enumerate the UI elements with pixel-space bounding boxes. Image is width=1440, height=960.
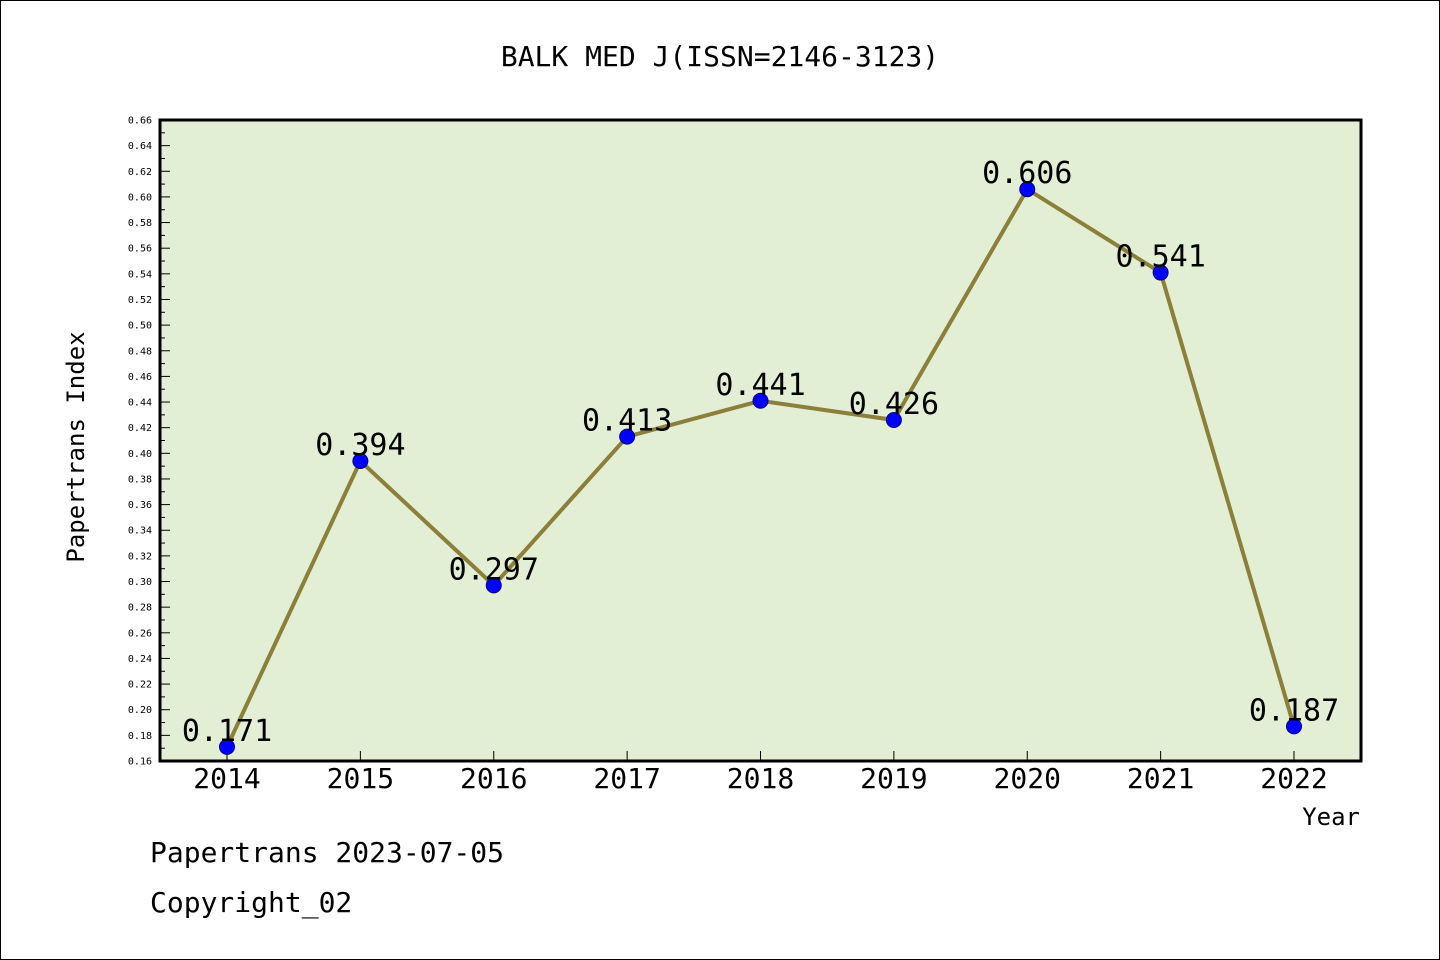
- data-point: [219, 738, 235, 755]
- y-tick-label: 0.54: [128, 269, 152, 280]
- data-point: [885, 411, 902, 428]
- data-label: 0.606: [982, 156, 1072, 191]
- y-tick-label: 0.66: [128, 116, 152, 127]
- y-tick-label: 0.24: [128, 654, 152, 665]
- y-tick-label: 0.42: [128, 423, 152, 434]
- x-tick-label: 2014: [193, 762, 260, 795]
- chart-title: BALK MED J(ISSN=2146-3123): [501, 40, 939, 73]
- y-tick-label: 0.36: [128, 500, 152, 511]
- y-tick-label: 0.48: [128, 346, 152, 357]
- y-tick-label: 0.62: [128, 167, 152, 178]
- y-tick-label: 0.20: [128, 705, 152, 716]
- y-tick-label: 0.52: [128, 295, 152, 306]
- x-tick-label: 2017: [593, 762, 660, 795]
- y-tick-label: 0.26: [128, 628, 152, 639]
- y-tick-label: 0.30: [128, 577, 152, 588]
- y-tick-label: 0.46: [128, 372, 152, 383]
- data-point: [752, 392, 769, 409]
- y-axis-label: Papertrans Index: [62, 331, 90, 562]
- x-axis-label: Year: [1302, 803, 1360, 831]
- x-tick-label: 2018: [727, 762, 794, 795]
- y-tick-label: 0.60: [128, 192, 152, 203]
- y-tick-label: 0.64: [128, 141, 152, 152]
- y-tick-label: 0.40: [128, 449, 152, 460]
- y-axis-ticks: 0.16 0.18 0.20 0.22 0.24 0.26 0.28 0.30 0.32 0.34…: [128, 116, 170, 768]
- x-tick-label: 2019: [860, 762, 927, 795]
- x-tick-label: 2016: [460, 762, 527, 795]
- y-tick-label: 0.18: [128, 731, 152, 742]
- y-tick-label: 0.32: [128, 551, 152, 562]
- data-label: 0.394: [315, 428, 405, 463]
- x-tick-label: 2022: [1260, 762, 1327, 795]
- data-point: [1019, 181, 1036, 198]
- y-tick-label: 0.56: [128, 244, 152, 255]
- y-tick-label: 0.38: [128, 474, 152, 485]
- data-label: 0.171: [182, 714, 272, 749]
- series-layer: 0.171 0.394 0.297 0.413 0.441 0.426 0.606 0.541…: [182, 156, 1339, 755]
- data-label: 0.297: [449, 552, 539, 587]
- plot-area: [158, 118, 1363, 763]
- data-point: [1152, 264, 1169, 281]
- y-tick-label: 0.22: [128, 680, 152, 691]
- y-tick-label: 0.50: [128, 321, 152, 332]
- y-tick-label: 0.44: [128, 398, 152, 409]
- x-tick-label: 2015: [327, 762, 394, 795]
- data-label: 0.413: [582, 404, 672, 439]
- x-axis-ticks: 2014 2015 2016 2017 2018 2019 2020 2021 2022: [193, 751, 1328, 795]
- footer-copyright: Copyright_02: [150, 886, 353, 919]
- data-point: [1286, 718, 1302, 735]
- footer-date: Papertrans 2023-07-05: [150, 836, 505, 869]
- data-point: [619, 428, 636, 445]
- x-tick-label: 2020: [994, 762, 1061, 795]
- data-label: 0.187: [1249, 693, 1339, 728]
- data-point: [485, 577, 502, 594]
- data-label: 0.541: [1115, 240, 1205, 275]
- y-tick-label: 0.28: [128, 603, 152, 614]
- data-label: 0.426: [849, 387, 939, 422]
- y-tick-label: 0.16: [128, 757, 152, 768]
- data-label: 0.441: [715, 368, 805, 403]
- y-tick-label: 0.58: [128, 218, 152, 229]
- x-tick-label: 2021: [1127, 762, 1194, 795]
- data-point: [352, 453, 369, 470]
- y-tick-label: 0.34: [128, 526, 152, 537]
